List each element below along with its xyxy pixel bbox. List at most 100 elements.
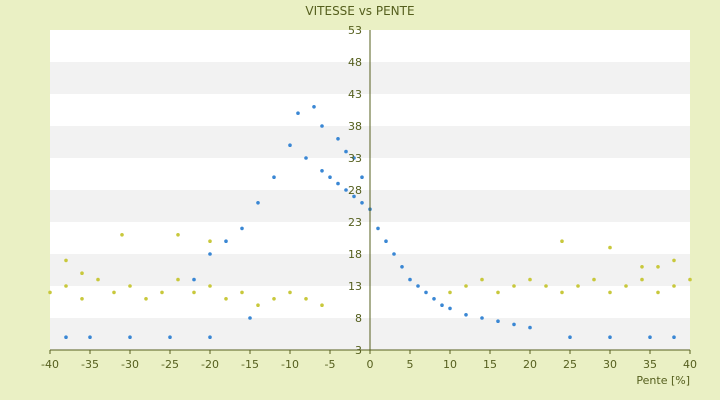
y-tick-label: 33 xyxy=(348,152,362,165)
data-point xyxy=(376,226,380,231)
y-tick-label: 48 xyxy=(348,56,362,69)
data-point xyxy=(448,306,452,311)
x-tick-label: -40 xyxy=(41,358,59,371)
data-point xyxy=(208,252,212,256)
data-point xyxy=(176,277,180,282)
data-point xyxy=(392,252,396,256)
data-point xyxy=(688,277,692,282)
data-point xyxy=(560,239,564,243)
data-point xyxy=(64,258,68,263)
data-point xyxy=(328,175,332,179)
data-point xyxy=(304,297,308,301)
y-tick-label: 8 xyxy=(355,312,362,325)
data-point xyxy=(336,137,340,141)
data-point xyxy=(360,175,364,179)
data-point xyxy=(80,271,84,276)
data-point xyxy=(256,303,260,308)
data-point xyxy=(440,303,444,308)
x-axis-label: Pente [%] xyxy=(636,374,690,387)
y-tick-label: 38 xyxy=(348,120,362,133)
data-point xyxy=(512,322,516,327)
data-point xyxy=(192,277,196,282)
data-point xyxy=(344,188,348,192)
data-point xyxy=(224,239,228,243)
data-point xyxy=(320,124,324,128)
data-point xyxy=(168,335,172,340)
y-tick-label: 53 xyxy=(348,24,362,37)
data-point xyxy=(176,233,180,237)
x-tick-label: -5 xyxy=(325,358,336,371)
data-point xyxy=(576,284,580,288)
data-point xyxy=(272,175,276,179)
data-point xyxy=(128,335,132,340)
data-point xyxy=(64,335,68,340)
chart-title: VITESSE vs PENTE xyxy=(305,4,414,18)
data-point xyxy=(320,303,324,308)
data-point xyxy=(296,111,300,115)
data-point xyxy=(464,313,468,317)
y-tick-label: 23 xyxy=(348,216,362,229)
data-point xyxy=(672,335,676,340)
data-point xyxy=(384,239,388,243)
data-point xyxy=(128,284,132,288)
data-point xyxy=(288,143,292,147)
data-point xyxy=(352,194,356,199)
data-point xyxy=(448,290,452,295)
data-point xyxy=(400,265,404,269)
data-point xyxy=(432,297,436,301)
y-tick-label: 18 xyxy=(348,248,362,261)
y-tick-labels: 53 48 43 38 33 28 23 18 13 8 3 xyxy=(348,24,362,357)
y-tick-label: 43 xyxy=(348,88,362,101)
data-point xyxy=(480,277,484,282)
data-point xyxy=(344,149,348,154)
x-tick-label: 20 xyxy=(523,358,537,371)
x-tick-label: -15 xyxy=(241,358,259,371)
x-tick-labels: -40 -35 -30 -25 -20 -15 -10 -5 0 5 10 15 20 25 30 35 40 xyxy=(41,350,697,371)
data-point xyxy=(608,245,612,250)
data-point xyxy=(408,277,412,282)
x-tick-label: 30 xyxy=(603,358,617,371)
data-point xyxy=(640,277,644,282)
data-point xyxy=(640,265,644,269)
data-points xyxy=(48,105,692,340)
data-point xyxy=(464,284,468,288)
x-tick-label: 5 xyxy=(407,358,414,371)
data-point xyxy=(496,319,500,324)
data-point xyxy=(272,297,276,301)
data-point xyxy=(192,290,196,295)
x-tick-label: 35 xyxy=(643,358,657,371)
data-point xyxy=(592,277,596,282)
x-tick-label: 40 xyxy=(683,358,697,371)
data-point xyxy=(360,201,364,205)
data-point xyxy=(144,297,148,301)
y-tick-label: 13 xyxy=(348,280,362,293)
data-point xyxy=(608,290,612,295)
data-point xyxy=(80,297,84,301)
data-point xyxy=(240,290,244,295)
data-point xyxy=(224,297,228,301)
data-point xyxy=(120,233,124,237)
data-point xyxy=(672,258,676,263)
data-point xyxy=(320,169,324,173)
x-tick-label: -25 xyxy=(161,358,179,371)
data-point xyxy=(208,284,212,288)
data-point xyxy=(416,284,420,288)
data-point xyxy=(544,284,548,288)
x-tick-label: 0 xyxy=(367,358,374,371)
y-tick-label: 3 xyxy=(355,344,362,357)
data-point xyxy=(96,277,100,282)
data-point xyxy=(624,284,628,288)
data-point xyxy=(656,290,660,295)
data-point xyxy=(560,290,564,295)
data-point xyxy=(648,335,652,340)
data-point xyxy=(568,335,572,340)
data-point xyxy=(608,335,612,340)
x-tick-label: 15 xyxy=(483,358,497,371)
data-point xyxy=(424,290,428,295)
data-point xyxy=(208,335,212,340)
data-point xyxy=(352,156,356,160)
data-point xyxy=(248,316,252,320)
data-point xyxy=(160,290,164,295)
data-point xyxy=(528,277,532,282)
